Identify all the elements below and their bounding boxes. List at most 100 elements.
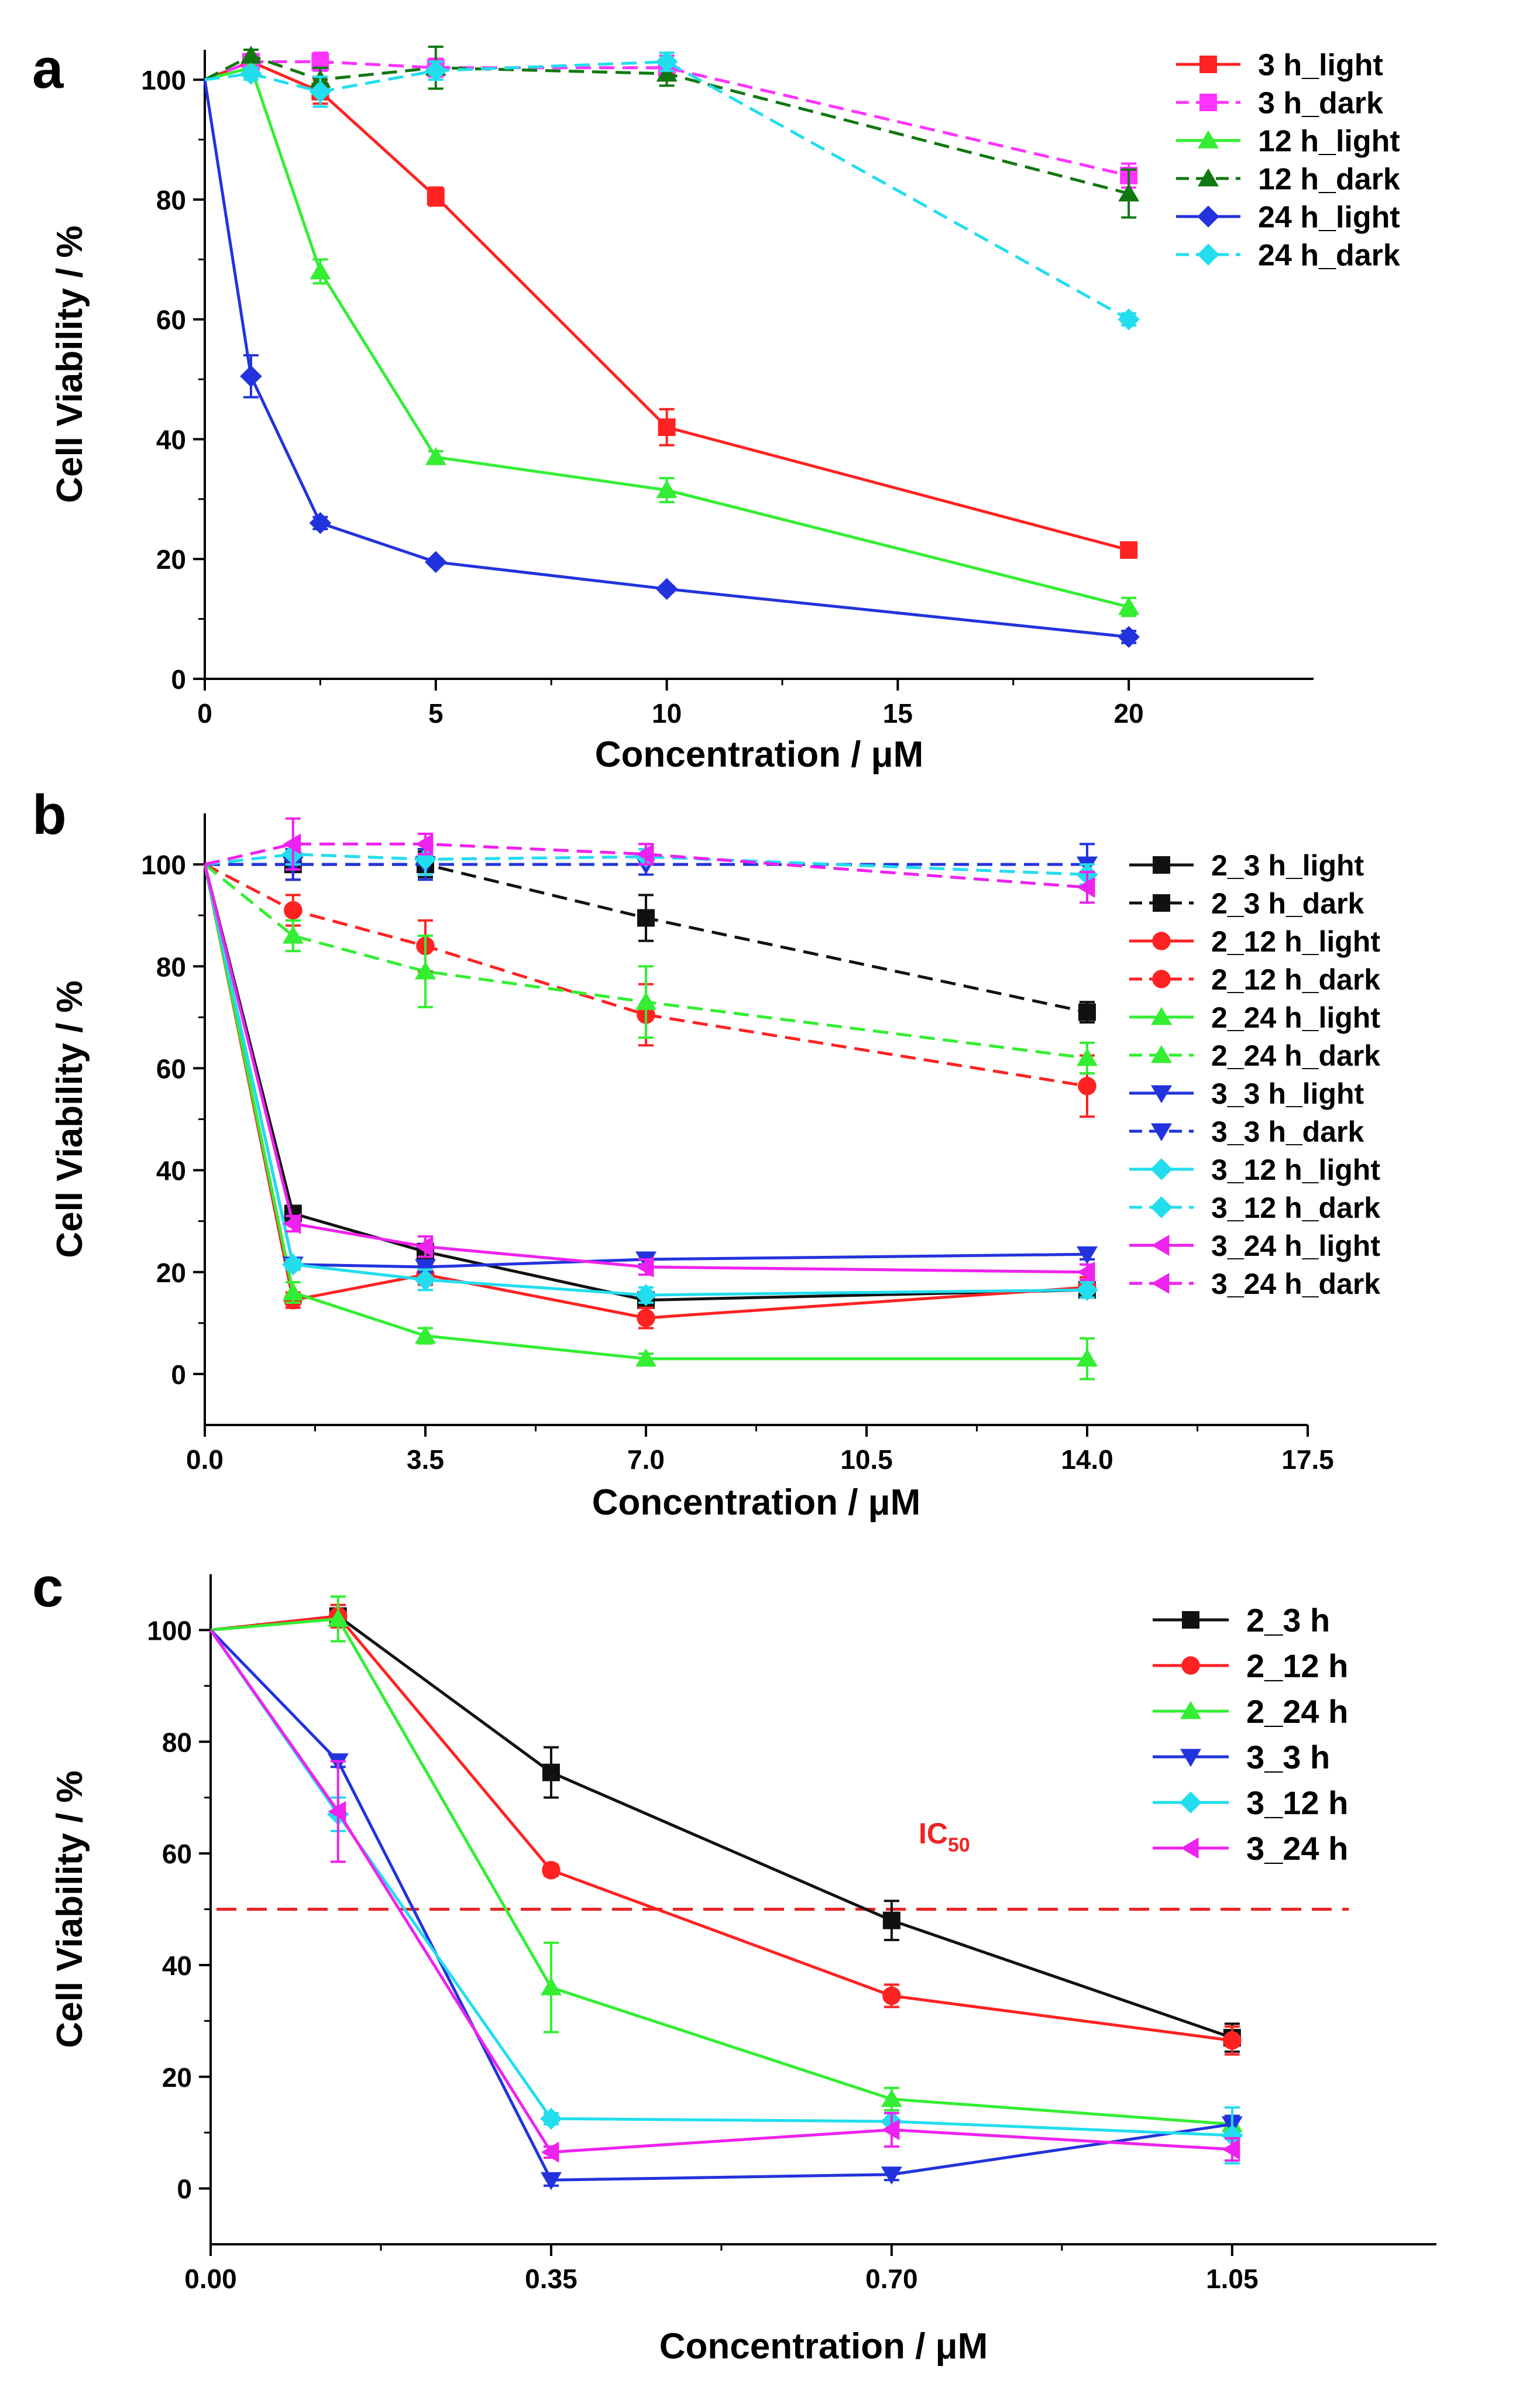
data-point [283,1213,301,1235]
x-tick-label: 14.0 [1061,1444,1113,1475]
data-point [635,843,654,865]
legend-marker [1151,1085,1172,1104]
series-2-3-h-dark: 2_3 h_dark [205,847,1364,1024]
series-line [210,1615,1233,2042]
data-point [414,1269,436,1291]
x-tick-label: 1.05 [1206,2264,1259,2294]
legend-marker [1151,1007,1172,1025]
y-tick-label: 60 [156,305,186,335]
data-point [427,187,445,205]
legend-label: 24 h_dark [1258,239,1400,273]
panel-label: c [32,1556,63,1619]
x-tick-label: 20 [1114,698,1144,729]
legend-marker [1153,856,1170,874]
data-point [240,63,262,85]
legend-label: 3_12 h_dark [1211,1191,1380,1224]
data-point [425,447,446,465]
y-tick-label: 0 [171,1359,186,1390]
y-tick-label: 20 [156,544,186,575]
data-point [658,418,676,436]
legend-label: 3_12 h_light [1211,1153,1380,1186]
data-point [240,365,262,387]
x-tick-label: 10 [652,698,682,729]
data-point [1078,1003,1096,1021]
series-3-3-h-dark: 3_3 h_dark [205,843,1364,1148]
panel-a: a 0 20 40 60 80 100 0 5 10 15 20 Concentration / μM C… [32,37,1400,775]
x-tick-label: 0.0 [186,1444,224,1475]
legend-marker [1180,1791,1202,1814]
data-point [655,578,678,600]
panel-label: b [32,784,67,846]
legend-label: 3_3 h_light [1211,1077,1364,1110]
series-3-24-h-dark: 3_24 h_dark [204,817,1380,1300]
legend-marker [1197,205,1219,228]
data-point [1222,2138,1240,2160]
x-tick-label: 17.5 [1281,1444,1334,1475]
legend-label: 2_12 h [1246,1647,1348,1684]
legend-label: 3_12 h [1246,1784,1348,1821]
series-3-3-h-light: 3_3 h_light [203,864,1364,1278]
data-point [882,1986,901,2006]
x-tick-label: 0 [197,698,212,729]
series-line [204,863,1088,1060]
y-tick-label: 40 [156,424,186,455]
series-line [209,1629,1233,2182]
legend-label: 24 h_light [1258,201,1400,235]
series-24-h-light: 24 h_light [203,79,1400,648]
data-point [1078,1077,1096,1096]
y-tick-label: 0 [171,664,186,695]
data-point [1118,308,1140,331]
legend-label: 3 h_light [1258,49,1383,83]
legend-marker [1198,130,1219,149]
legend-marker [1198,168,1219,187]
y-axis-label: Cell Viability / % [50,225,90,503]
legend-label: 2_3 h_light [1211,849,1364,882]
legend-label: 3 h_dark [1258,87,1383,121]
data-point [881,2166,902,2185]
legend-marker [1151,1123,1172,1142]
data-point [881,2089,902,2107]
series-line [204,54,1129,195]
legend-label: 3_24 h_light [1211,1230,1380,1262]
series-3-12-h-light: 3_12 h_light [203,864,1380,1306]
data-point [540,1977,562,1996]
data-point [309,80,332,103]
legend-marker [1150,1158,1173,1180]
series-line [204,60,1129,177]
series-24-h-dark: 24 h_dark [204,50,1400,331]
data-point [542,1763,560,1781]
data-point [327,1609,349,1627]
legend-marker [1180,1701,1201,1719]
data-point [635,1348,656,1367]
data-point [882,1911,900,1929]
legend-marker [1153,894,1170,912]
legend-marker [1199,94,1217,111]
data-point [309,512,332,534]
data-point [1223,2031,1242,2050]
data-point [635,991,656,1010]
y-tick-label: 80 [162,1727,192,1757]
data-point [1118,626,1140,648]
data-point [655,50,678,73]
legend-marker [1152,932,1171,950]
data-point [1118,183,1140,202]
y-tick-label: 80 [156,185,186,215]
data-point [635,1284,657,1306]
legend-label: 12 h_light [1258,125,1400,159]
y-tick-label: 100 [141,850,186,880]
series-line [210,1617,1233,2126]
y-tick-label: 80 [156,952,186,982]
legend-label: 2_12 h_dark [1211,963,1380,996]
series-2-12-h: 2_12 h [210,1603,1348,2056]
y-tick-label: 100 [141,65,186,95]
series-3-3-h: 3_3 h [209,1629,1330,2190]
data-point [282,1253,304,1276]
legend-label: 3_24 h [1246,1830,1348,1867]
y-tick-label: 60 [162,1839,192,1869]
legend-label: 2_3 h_dark [1211,887,1364,920]
series-3-24-h-light: 3_24 h_light [203,864,1380,1283]
y-tick-label: 40 [162,1951,192,1981]
data-point [282,925,304,944]
data-point [542,1860,561,1880]
x-tick-label: 0.35 [525,2264,578,2294]
